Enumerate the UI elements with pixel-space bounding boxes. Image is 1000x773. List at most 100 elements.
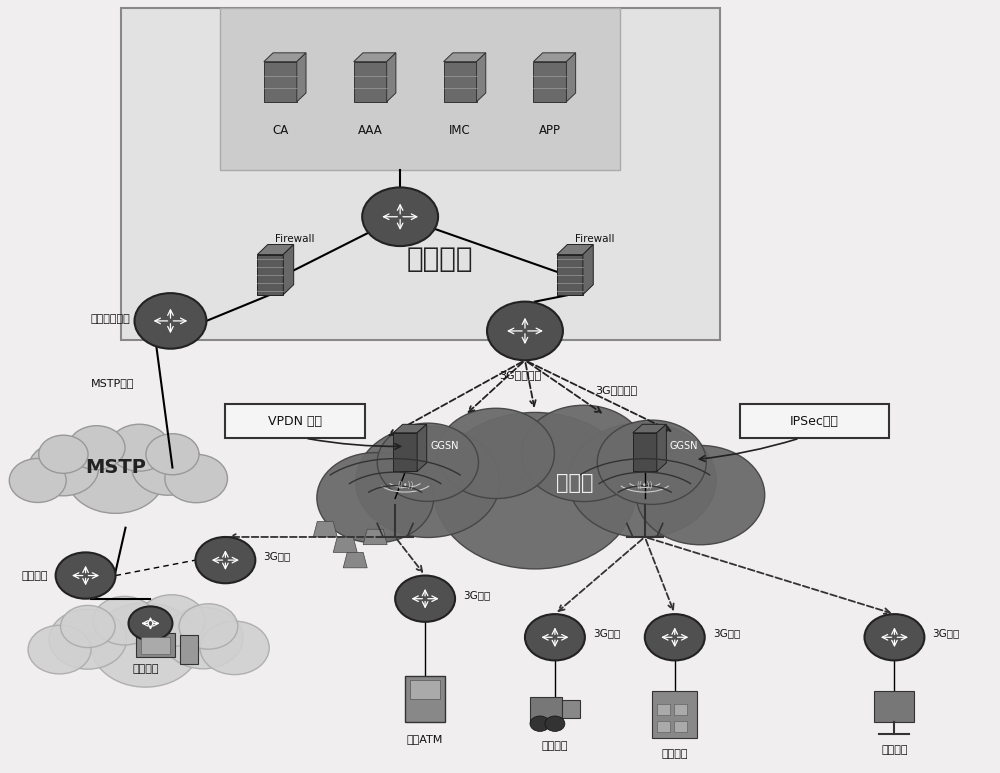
Circle shape [61, 605, 115, 648]
Text: GGSN: GGSN [670, 441, 698, 451]
Text: IMC: IMC [449, 124, 471, 137]
FancyBboxPatch shape [180, 635, 198, 664]
FancyBboxPatch shape [405, 676, 445, 722]
FancyBboxPatch shape [141, 637, 170, 654]
Polygon shape [333, 537, 357, 553]
Text: ((•)): ((•)) [397, 482, 413, 490]
Text: 3G接入网关: 3G接入网关 [499, 369, 541, 380]
Text: 3G网关: 3G网关 [713, 628, 740, 638]
Text: MSTP专线: MSTP专线 [91, 378, 134, 387]
Circle shape [636, 445, 765, 545]
Text: 应行ATM: 应行ATM [407, 734, 443, 744]
Text: 偏远场所: 偏远场所 [662, 749, 688, 759]
Circle shape [39, 435, 88, 473]
Circle shape [597, 421, 706, 505]
Polygon shape [533, 62, 566, 102]
Circle shape [356, 426, 500, 537]
Circle shape [317, 453, 434, 543]
Text: Firewall: Firewall [575, 233, 614, 243]
Circle shape [545, 716, 565, 731]
Polygon shape [583, 244, 593, 295]
Circle shape [200, 621, 269, 675]
Circle shape [56, 553, 116, 599]
Text: CA: CA [272, 124, 288, 137]
Text: 3G接入专线: 3G接入专线 [595, 386, 637, 395]
Circle shape [179, 604, 238, 649]
Polygon shape [257, 254, 283, 295]
Circle shape [146, 434, 199, 475]
Circle shape [135, 293, 206, 349]
Circle shape [28, 625, 91, 674]
Text: 分支网络: 分支网络 [132, 664, 159, 674]
Circle shape [864, 614, 924, 660]
Polygon shape [633, 424, 666, 433]
Polygon shape [283, 244, 294, 295]
Polygon shape [533, 53, 576, 62]
Text: 3G网关: 3G网关 [263, 551, 291, 561]
Circle shape [645, 614, 705, 660]
Polygon shape [557, 244, 593, 254]
FancyBboxPatch shape [674, 704, 687, 715]
Circle shape [362, 187, 438, 246]
Circle shape [195, 537, 255, 584]
Circle shape [66, 437, 165, 513]
Polygon shape [313, 522, 337, 537]
Circle shape [9, 458, 66, 502]
Polygon shape [477, 53, 486, 102]
Text: 3G网关: 3G网关 [932, 628, 960, 638]
Text: 专线接入网关: 专线接入网关 [91, 315, 131, 325]
Circle shape [377, 423, 478, 502]
FancyBboxPatch shape [657, 721, 670, 732]
Text: 专线网关: 专线网关 [21, 570, 48, 581]
Text: 中心总部: 中心总部 [407, 245, 473, 273]
Circle shape [434, 413, 636, 569]
Circle shape [487, 301, 563, 360]
Polygon shape [354, 53, 396, 62]
FancyBboxPatch shape [121, 9, 720, 340]
Polygon shape [363, 530, 387, 545]
Polygon shape [354, 62, 387, 102]
Polygon shape [444, 53, 486, 62]
FancyBboxPatch shape [410, 679, 440, 699]
FancyBboxPatch shape [674, 721, 687, 732]
Circle shape [28, 441, 98, 495]
FancyBboxPatch shape [220, 9, 620, 171]
Circle shape [132, 440, 204, 495]
FancyBboxPatch shape [657, 704, 670, 715]
Polygon shape [387, 53, 396, 102]
Polygon shape [417, 424, 427, 472]
Text: IPSec道道: IPSec道道 [790, 415, 839, 427]
Polygon shape [257, 244, 294, 254]
Text: Firewall: Firewall [275, 233, 315, 243]
Text: APP: APP [539, 124, 561, 137]
Circle shape [138, 594, 205, 646]
Circle shape [568, 423, 716, 537]
Polygon shape [343, 553, 367, 568]
Polygon shape [393, 424, 427, 433]
Text: 移动办公: 移动办公 [542, 741, 568, 751]
Circle shape [49, 609, 127, 669]
FancyBboxPatch shape [740, 404, 889, 438]
Circle shape [438, 408, 554, 499]
FancyBboxPatch shape [652, 691, 697, 737]
Circle shape [521, 405, 646, 502]
Circle shape [395, 576, 455, 621]
Circle shape [109, 424, 170, 472]
Text: GGSN: GGSN [430, 441, 459, 451]
Text: 远程监控: 远程监控 [881, 745, 908, 755]
Text: MSTP: MSTP [85, 458, 146, 477]
Circle shape [163, 608, 243, 669]
Polygon shape [297, 53, 306, 102]
Polygon shape [557, 254, 583, 295]
Polygon shape [633, 433, 657, 472]
Polygon shape [393, 433, 417, 472]
Polygon shape [264, 62, 297, 102]
Text: 运营商: 运营商 [556, 473, 594, 493]
Text: 3G网关: 3G网关 [593, 628, 620, 638]
FancyBboxPatch shape [530, 697, 562, 722]
Circle shape [93, 597, 156, 645]
Text: 3G网关: 3G网关 [463, 590, 490, 600]
Polygon shape [264, 53, 306, 62]
Circle shape [68, 426, 125, 470]
FancyBboxPatch shape [225, 404, 365, 438]
